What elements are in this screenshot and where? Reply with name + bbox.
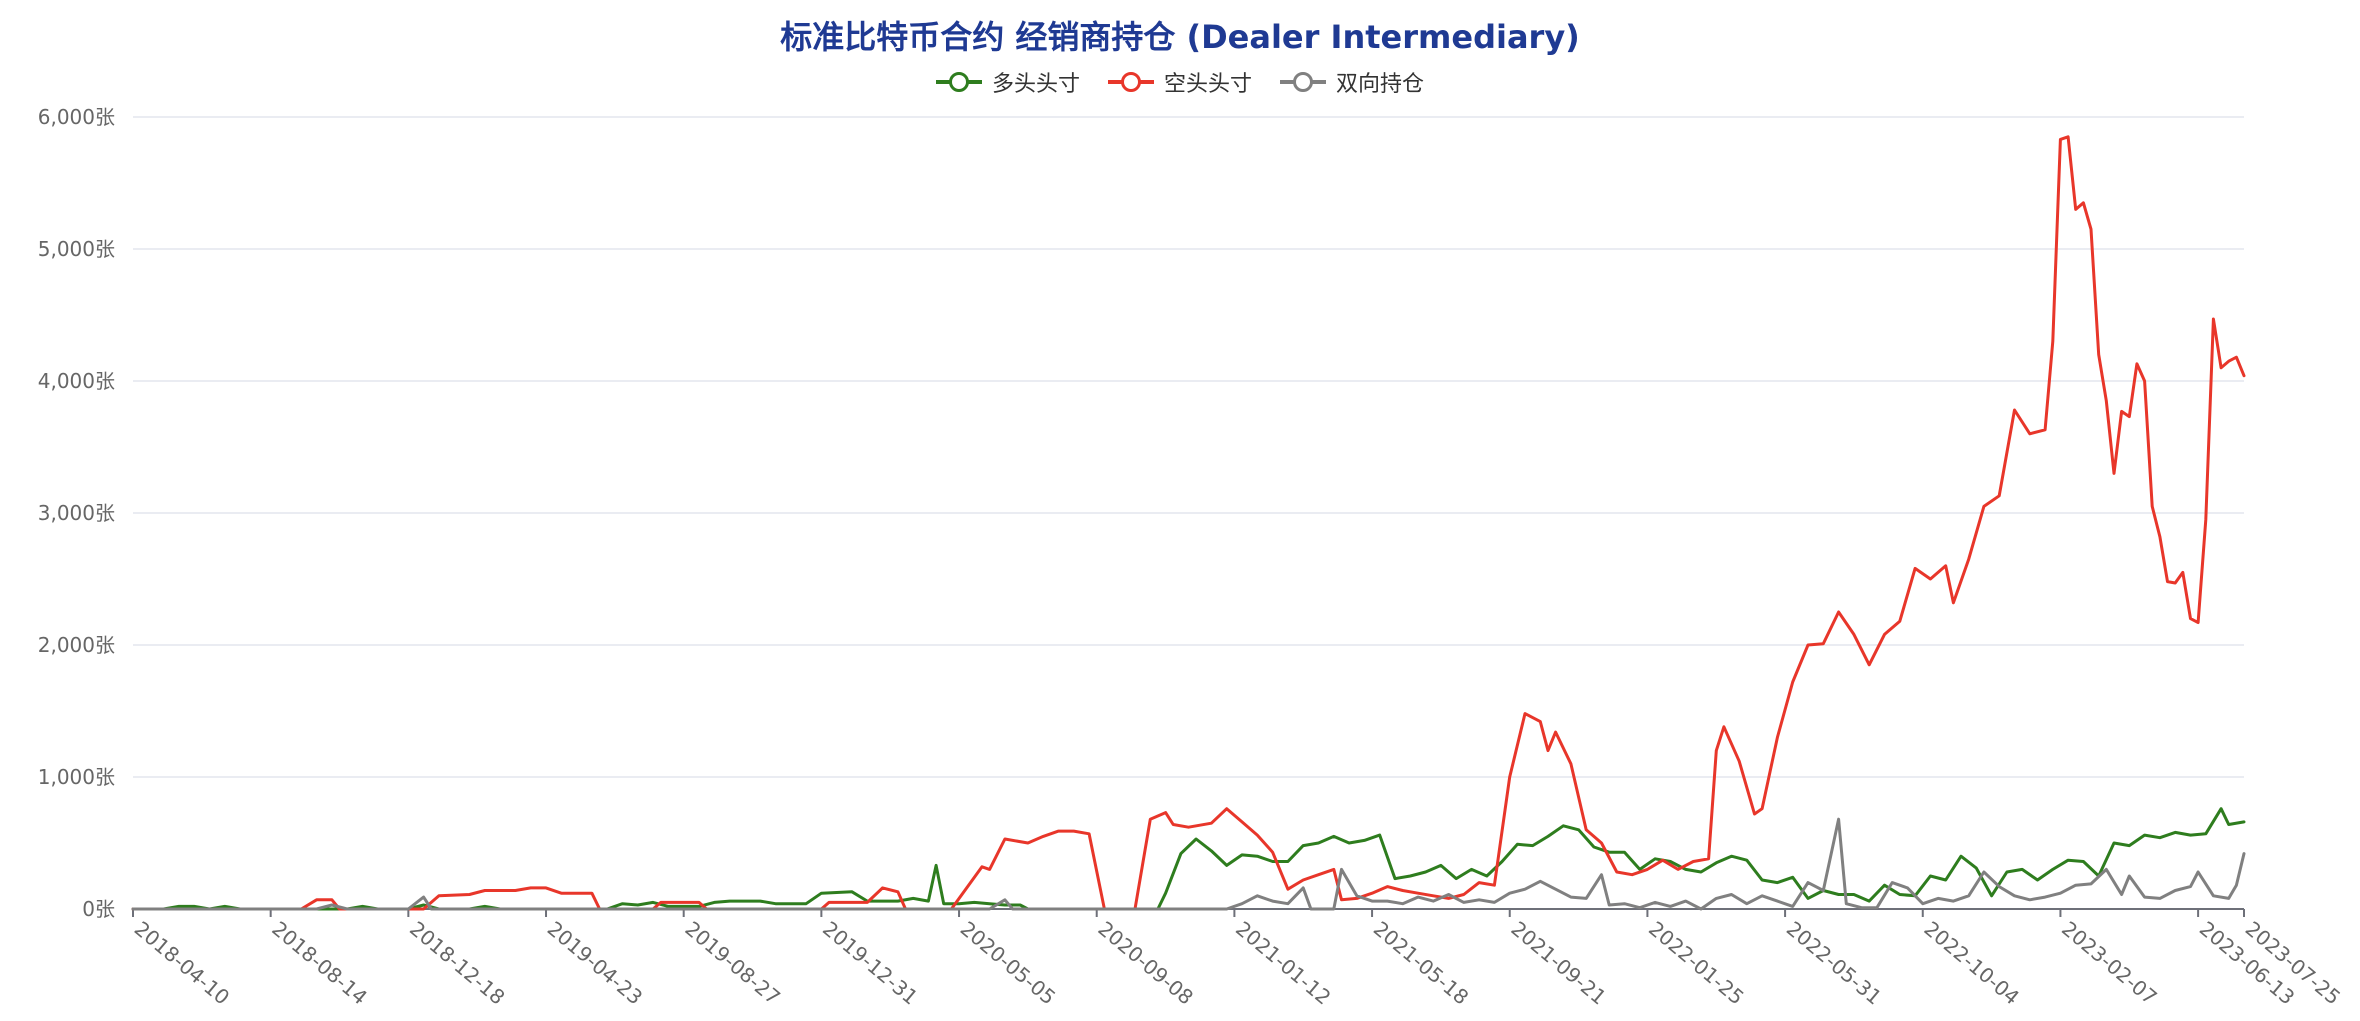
- x-tick-label: 2020-09-08: [1094, 916, 1198, 1009]
- legend-item-spread[interactable]: 双向持仓: [1280, 66, 1424, 98]
- legend-item-long[interactable]: 多头头寸: [935, 66, 1080, 98]
- series-line-spread: [131, 817, 2246, 911]
- x-tick-label: 2018-04-10: [130, 916, 234, 1009]
- x-tick-label: 2021-01-12: [1231, 916, 1335, 1009]
- y-tick-label: 6,000张: [38, 105, 115, 129]
- x-tick-label: 2019-12-31: [818, 916, 922, 1009]
- y-tick-label: 4,000张: [38, 369, 115, 393]
- x-tick-label: 2018-08-14: [267, 916, 371, 1009]
- x-tick-label: 2018-12-18: [405, 916, 509, 1009]
- x-tick-label: 2022-05-31: [1782, 916, 1886, 1009]
- series-line-long: [131, 807, 2246, 911]
- legend-item-short[interactable]: 空头头寸: [1107, 66, 1252, 98]
- chart-legend: 多头头寸 空头头寸 双向持仓: [0, 66, 2360, 98]
- x-tick-label: 2020-05-05: [956, 916, 1060, 1009]
- y-tick-label: 2,000张: [38, 633, 115, 657]
- legend-label-short: 空头头寸: [1163, 72, 1252, 97]
- legend-dot-long: [948, 72, 969, 92]
- x-tick-label: 2022-10-04: [1920, 916, 2024, 1009]
- legend-marker-long: [935, 71, 982, 93]
- legend-marker-short: [1107, 71, 1154, 93]
- legend-dot-short: [1120, 72, 1141, 92]
- x-tick-label: 2023-02-07: [2057, 916, 2161, 1009]
- x-tick-label: 2022-01-25: [1644, 916, 1748, 1009]
- legend-marker-spread: [1280, 71, 1326, 93]
- chart-title: 标准比特币合约 经销商持仓 (Dealer Intermediary): [780, 18, 1580, 56]
- y-tick-label: 1,000张: [38, 765, 115, 789]
- x-tick-label: 2019-08-27: [680, 916, 784, 1009]
- x-tick-label: 2021-09-21: [1507, 916, 1611, 1009]
- x-tick-label: 2021-05-18: [1369, 916, 1473, 1009]
- y-tick-label: 5,000张: [38, 237, 115, 261]
- x-tick-label: 2019-04-23: [543, 916, 647, 1009]
- legend-label-spread: 双向持仓: [1336, 72, 1425, 97]
- legend-label-long: 多头头寸: [991, 72, 1080, 97]
- y-tick-label: 3,000张: [38, 501, 115, 525]
- series-line-short: [131, 135, 2246, 911]
- y-tick-label: 0张: [82, 897, 115, 921]
- legend-dot-spread: [1293, 72, 1313, 92]
